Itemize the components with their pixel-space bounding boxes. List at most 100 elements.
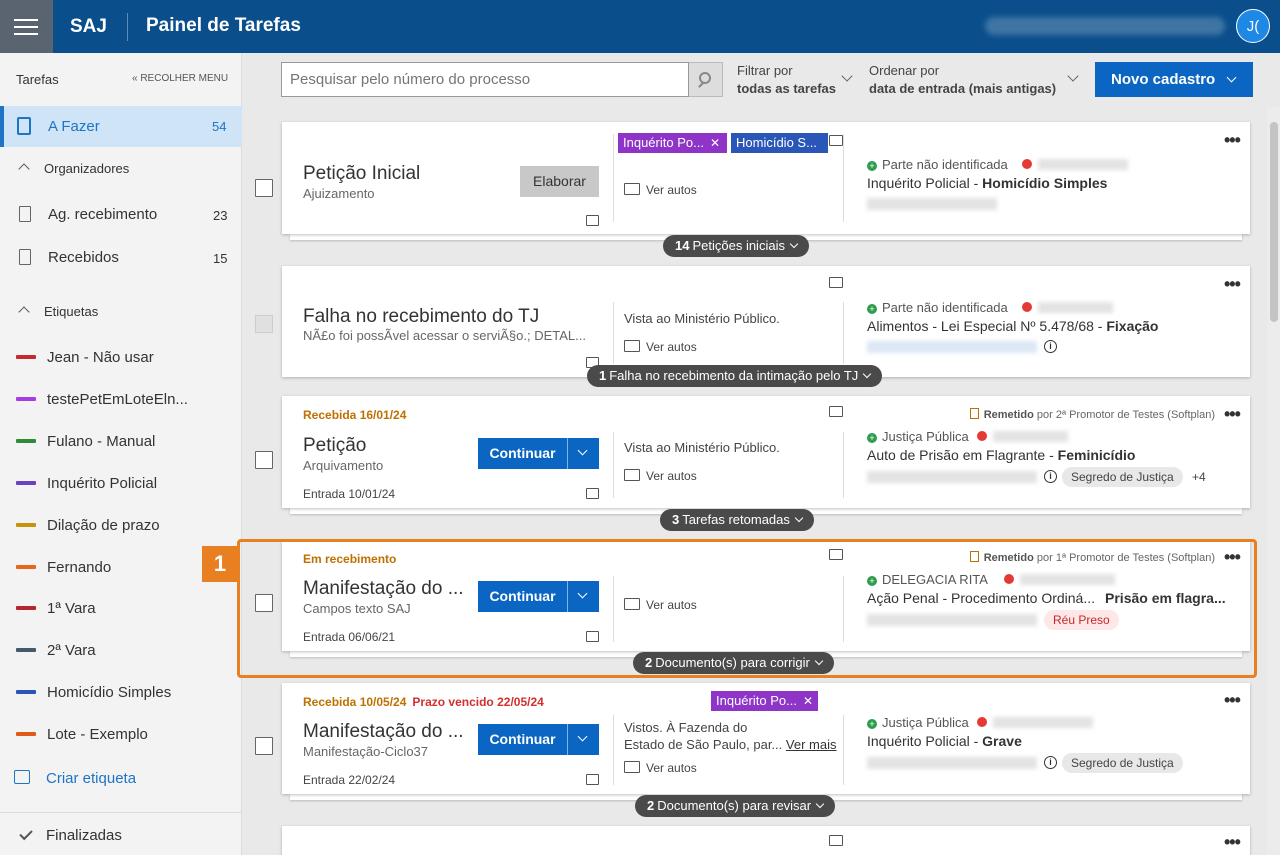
add-tag-icon[interactable]	[829, 135, 843, 146]
tag-color-swatch	[16, 439, 36, 443]
view-autos-link[interactable]: Ver autos	[624, 469, 697, 483]
group-expander[interactable]: 2 Documento(s) para corrigir	[633, 652, 834, 674]
elaborate-button[interactable]: Elaborar	[520, 166, 599, 197]
group-expander[interactable]: 2 Documento(s) para revisar	[635, 795, 836, 817]
tag-item[interactable]: 2ª Vara	[0, 636, 242, 666]
prisoner-badge: Réu Preso	[1044, 610, 1119, 630]
task-subtitle: NÃ£o foi possÃvel acessar o serviÃ§o.; D…	[303, 328, 586, 343]
more-options-icon[interactable]: •••	[1224, 404, 1241, 424]
tag-label: Dilação de prazo	[47, 517, 160, 534]
view-autos-link[interactable]: Ver autos	[624, 598, 697, 612]
group-expander[interactable]: 14 Petições iniciais	[663, 235, 809, 257]
chevron-down-icon[interactable]	[577, 445, 588, 456]
see-more-link[interactable]: Ver mais	[785, 737, 837, 752]
group-expander[interactable]: 1 Falha no recebimento da intimação pelo …	[587, 365, 883, 387]
row-checkbox[interactable]	[255, 594, 273, 612]
received-date: Recebida 10/05/24	[303, 695, 407, 709]
hamburger-menu-icon[interactable]	[0, 0, 53, 53]
add-tag-icon[interactable]	[829, 835, 843, 846]
folder-icon	[624, 761, 640, 773]
plus-circle-icon: +	[867, 576, 877, 586]
task-card[interactable]: Petição Inicial Ajuizamento Elaborar Inq…	[282, 122, 1250, 240]
sidebar-item-recebidos[interactable]: Recebidos 15	[0, 243, 242, 273]
create-tag-button[interactable]: Criar etiqueta	[14, 770, 136, 787]
continue-button[interactable]: Continuar	[478, 581, 599, 612]
task-card[interactable]: Recebida 10/05/24 Prazo vencido 22/05/24 …	[282, 683, 1250, 800]
tag-item[interactable]: Fulano - Manual	[0, 427, 242, 457]
plus-circle-icon: +	[867, 433, 877, 443]
task-description: Vista ao Ministério Público.	[624, 311, 780, 326]
sidebar-item-ag-recebimento[interactable]: Ag. recebimento 23	[0, 200, 242, 230]
more-options-icon[interactable]: •••	[1224, 547, 1241, 567]
search-button[interactable]	[689, 62, 723, 97]
blurred-text	[1037, 159, 1128, 170]
info-icon[interactable]: i	[1044, 756, 1057, 769]
comment-icon[interactable]	[586, 488, 599, 499]
tag-item[interactable]: Fernando	[0, 553, 242, 583]
blurred-text	[1019, 574, 1115, 585]
more-options-icon[interactable]: •••	[1224, 130, 1241, 150]
task-card[interactable]: Em recebimento Remetido por 1ª Promotor …	[282, 540, 1250, 657]
group-label: Documento(s) para corrigir	[655, 655, 810, 670]
tag-item[interactable]: 1ª Vara	[0, 594, 242, 624]
tag-chip[interactable]: Homicídio S...	[731, 133, 828, 153]
comment-icon[interactable]	[586, 215, 599, 226]
brand-logo[interactable]: SAJ	[70, 16, 107, 37]
tag-item[interactable]: Jean - Não usar	[0, 343, 242, 373]
continue-button[interactable]: Continuar	[478, 438, 599, 469]
add-tag-icon[interactable]	[829, 277, 843, 288]
column-divider	[613, 432, 614, 498]
comment-icon[interactable]	[586, 774, 599, 785]
view-autos-label: Ver autos	[646, 340, 697, 354]
sidebar-item-a-fazer[interactable]: A Fazer 54	[0, 106, 242, 147]
order-dropdown[interactable]: Ordenar por data de entrada (mais antiga…	[869, 63, 1079, 96]
row-checkbox[interactable]	[255, 179, 273, 197]
avatar[interactable]: J(	[1236, 9, 1270, 43]
view-autos-link[interactable]: Ver autos	[624, 340, 697, 354]
view-autos-link[interactable]: Ver autos	[624, 761, 697, 775]
tag-item[interactable]: testePetEmLoteEln...	[0, 385, 242, 415]
comment-icon[interactable]	[586, 631, 599, 642]
add-tag-icon[interactable]	[829, 549, 843, 560]
group-label: Tarefas retomadas	[682, 512, 790, 527]
group-expander[interactable]: 3 Tarefas retomadas	[660, 509, 814, 531]
tag-item[interactable]: Dilação de prazo	[0, 511, 242, 541]
search-input[interactable]	[281, 62, 689, 97]
new-record-button[interactable]: Novo cadastro	[1095, 62, 1253, 97]
tag-color-swatch	[16, 481, 36, 485]
scrollbar-thumb[interactable]	[1270, 122, 1278, 322]
close-icon[interactable]: ✕	[802, 694, 814, 708]
info-icon[interactable]: i	[1044, 470, 1057, 483]
task-card[interactable]: •••	[282, 826, 1250, 855]
group-label: Petições iniciais	[692, 238, 785, 253]
chevron-down-icon[interactable]	[577, 731, 588, 742]
more-options-icon[interactable]: •••	[1224, 690, 1241, 710]
collapse-menu-button[interactable]: « RECOLHER MENU	[132, 73, 229, 84]
more-badges-count[interactable]: +4	[1192, 470, 1206, 484]
close-icon[interactable]: ✕	[709, 136, 721, 150]
more-options-icon[interactable]: •••	[1224, 274, 1241, 294]
tag-item[interactable]: Lote - Exemplo	[0, 720, 242, 750]
tag-item[interactable]: Homicídio Simples	[0, 678, 242, 708]
task-card[interactable]: Falha no recebimento do TJ NÃ£o foi poss…	[282, 266, 1250, 377]
row-checkbox[interactable]	[255, 451, 273, 469]
tags-toggle[interactable]: Etiquetas	[16, 304, 98, 319]
row-checkbox[interactable]	[255, 737, 273, 755]
tag-chip[interactable]: Inquérito Po... ✕	[711, 691, 818, 711]
more-options-icon[interactable]: •••	[1224, 832, 1241, 852]
continue-button[interactable]: Continuar	[478, 724, 599, 755]
task-card[interactable]: Recebida 16/01/24 Remetido por 2ª Promot…	[282, 396, 1250, 514]
scrollbar[interactable]	[1267, 107, 1280, 855]
view-autos-link[interactable]: Ver autos	[624, 183, 697, 197]
sidebar-item-finalizadas[interactable]: Finalizadas	[19, 826, 122, 844]
tag-item[interactable]: Inquérito Policial	[0, 469, 242, 499]
filter-dropdown[interactable]: Filtrar por todas as tarefas	[737, 63, 853, 96]
info-icon[interactable]: i	[1044, 340, 1057, 353]
add-tag-icon[interactable]	[829, 406, 843, 417]
chevron-down-icon	[1226, 72, 1237, 83]
chevron-down-icon[interactable]	[577, 588, 588, 599]
callout-badge: 1	[202, 546, 238, 582]
tag-chip[interactable]: Inquérito Po... ✕	[618, 133, 727, 153]
organizers-toggle[interactable]: Organizadores	[16, 161, 129, 176]
tag-label: Lote - Exemplo	[47, 726, 148, 743]
